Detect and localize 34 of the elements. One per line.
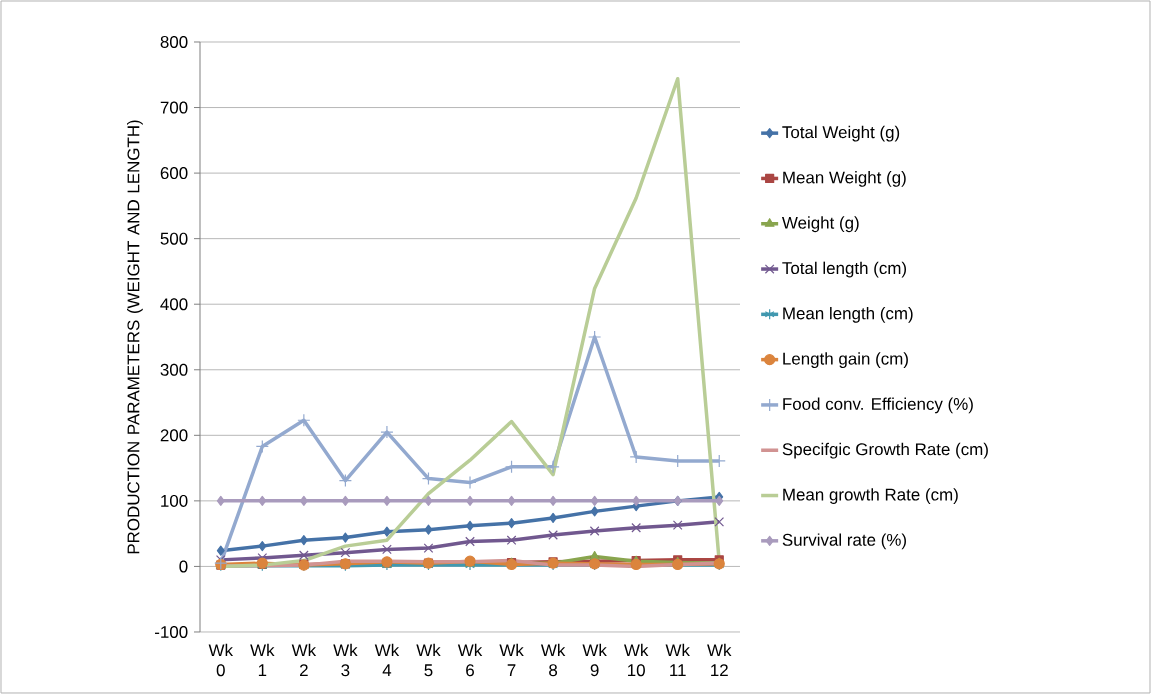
x-tick-label: Wk 10	[624, 643, 649, 677]
legend-label: Mean growth Rate (cm)	[783, 488, 958, 504]
y-tick-label: 0	[179, 560, 188, 573]
y-tick-label: 800	[160, 35, 188, 48]
x-tick-label: Wk 4	[374, 643, 400, 677]
legend-label: Total length (cm)	[782, 261, 907, 278]
y-tick-label: 600	[160, 167, 188, 180]
x-tick-label: Wk 12	[707, 643, 732, 677]
x-tick-label: Wk 9	[582, 643, 607, 677]
legend-label: Specifgic Growth Rate (cm)	[782, 442, 988, 459]
y-axis-title: PRODUCTION PARAMETERS (WEIGHT AND LENGTH)	[127, 120, 143, 554]
x-tick-label: Wk 3	[333, 643, 358, 677]
legend-label: Length gain (cm)	[783, 352, 908, 369]
y-tick-label: 200	[160, 429, 188, 442]
legend-label: Food conv. Efficiency (%)	[783, 397, 973, 414]
legend-label: Mean Weight (g)	[783, 171, 906, 187]
legend-label: Mean length (cm)	[783, 306, 913, 323]
legend-label: Total Weight (g)	[782, 125, 900, 142]
y-tick-label: 500	[160, 232, 188, 245]
y-tick-label: 700	[160, 101, 188, 114]
x-tick-label: Wk 5	[416, 643, 441, 677]
x-tick-label: Wk 0	[208, 643, 234, 677]
legend-label: Weight (g)	[781, 216, 859, 233]
x-tick-label: Wk 1	[250, 643, 275, 677]
x-tick-label: Wk 11	[665, 643, 690, 677]
x-tick-label: Wk 6	[457, 643, 483, 677]
x-tick-label: Wk 7	[499, 643, 524, 677]
x-tick-label: Wk 2	[291, 643, 317, 677]
y-tick-label: 300	[160, 363, 188, 376]
legend-label: Survival rate (%)	[782, 533, 906, 550]
y-tick-label: 100	[161, 494, 188, 507]
y-tick-label: 400	[160, 298, 188, 311]
y-tick-label: -100	[155, 625, 188, 638]
x-tick-label: Wk 8	[540, 643, 566, 677]
